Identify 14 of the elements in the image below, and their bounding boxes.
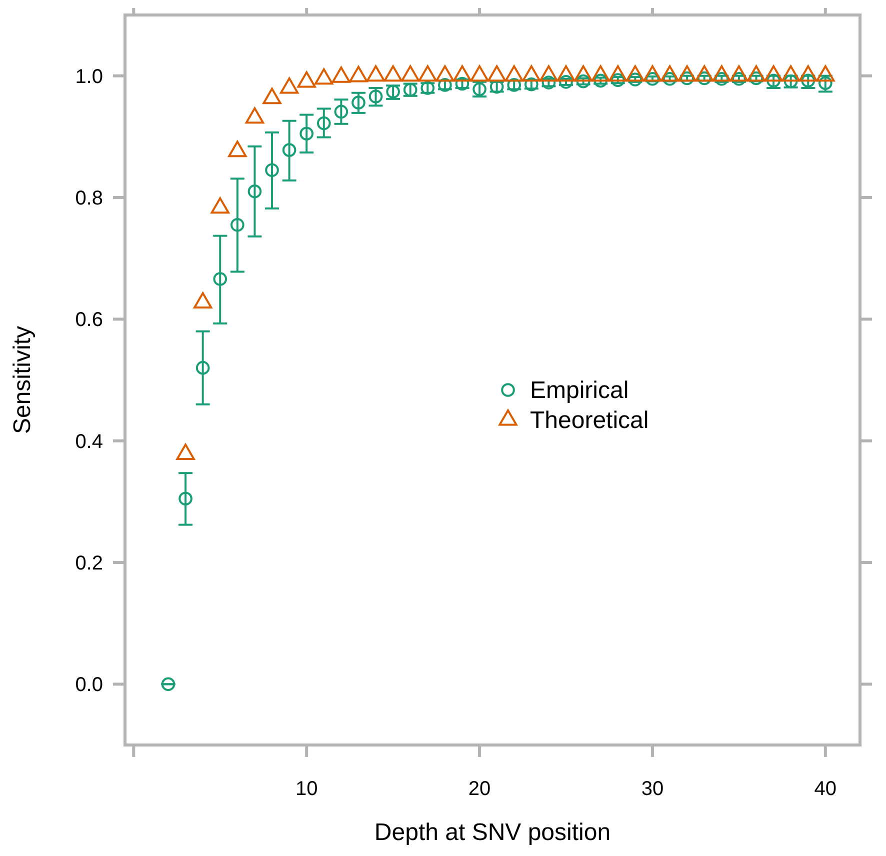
legend-label: Empirical: [530, 377, 629, 404]
x-axis-title: Depth at SNV position: [374, 819, 611, 846]
x-tick-label: 20: [468, 778, 491, 800]
x-tick-label: 10: [295, 778, 318, 800]
x-tick-label: 30: [641, 778, 664, 800]
y-tick-label: 0.2: [75, 552, 103, 574]
y-tick-label: 1.0: [75, 66, 103, 88]
y-tick-label: 0.8: [75, 188, 103, 210]
y-tick-label: 0.4: [75, 430, 103, 453]
y-tick-label: 0.0: [75, 674, 103, 696]
y-tick-label: 0.6: [75, 309, 103, 332]
y-axis-title: Sensitivity: [9, 326, 36, 434]
legend-label: Theoretical: [530, 407, 649, 434]
x-tick-label: 40: [814, 778, 837, 800]
